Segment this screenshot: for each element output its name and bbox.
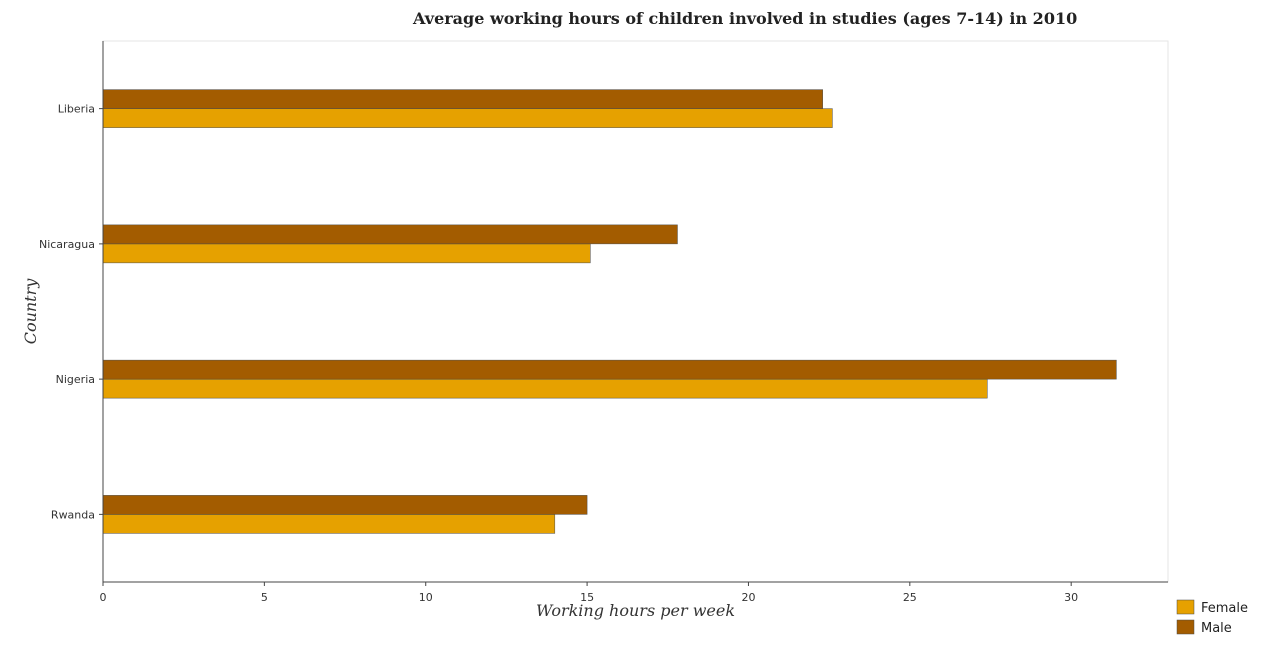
- x-tick-label: 5: [261, 591, 268, 604]
- bar-male-nigeria: [102, 359, 1117, 380]
- legend-swatch-male: [1176, 619, 1195, 635]
- x-tick-label: 30: [1064, 591, 1078, 604]
- y-tick-label: Nicaragua: [39, 238, 95, 251]
- bars: [102, 89, 1117, 534]
- y-axis-label: Country: [21, 278, 40, 345]
- legend-label-male: Male: [1201, 621, 1232, 636]
- y-tick-label: Rwanda: [51, 508, 95, 521]
- x-tick-label: 10: [419, 591, 433, 604]
- bar-female-rwanda: [102, 514, 556, 534]
- y-tick-label: Nigeria: [56, 373, 95, 386]
- x-tick-label: 20: [741, 591, 755, 604]
- x-tick-label: 15: [580, 591, 594, 604]
- x-axis-label: Working hours per week: [536, 601, 735, 620]
- y-axis: Liberia Nicaragua Nigeria Rwanda: [39, 41, 104, 582]
- bar-female-liberia: [102, 108, 833, 128]
- bar-male-liberia: [102, 89, 823, 109]
- legend: Female Male: [1176, 599, 1248, 636]
- x-tick-label: 25: [903, 591, 917, 604]
- bar-female-nicaragua: [102, 243, 591, 264]
- x-axis: 0 5 10 15 20 25 30: [100, 581, 1168, 604]
- chart-title: Average working hours of children involv…: [412, 9, 1077, 28]
- y-tick-label: Liberia: [58, 103, 95, 116]
- x-tick-label: 0: [100, 591, 107, 604]
- bar-female-nigeria: [102, 378, 988, 399]
- bar-male-nicaragua: [102, 224, 678, 245]
- legend-label-female: Female: [1201, 601, 1248, 616]
- legend-swatch-female: [1176, 599, 1195, 615]
- bar-male-rwanda: [102, 495, 588, 515]
